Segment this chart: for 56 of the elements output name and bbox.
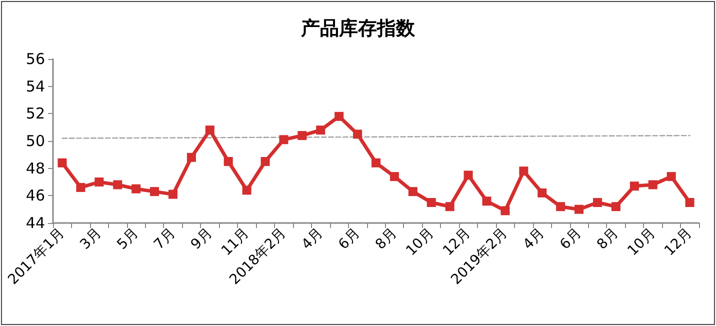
y-tick-label: 54	[26, 77, 45, 96]
point	[316, 126, 326, 135]
point	[426, 198, 436, 207]
point	[353, 130, 362, 139]
point	[224, 157, 233, 166]
y-tick-label: 50	[26, 132, 45, 150]
point	[76, 182, 86, 192]
point	[242, 186, 252, 195]
y-tick-label: 46	[26, 186, 45, 205]
point	[630, 182, 639, 191]
point	[482, 196, 492, 206]
point	[168, 190, 178, 199]
point	[611, 202, 620, 212]
x-tick-label: 3月	[77, 225, 105, 253]
y-tick-label: 48	[26, 159, 45, 178]
point	[279, 135, 288, 144]
point	[205, 126, 214, 135]
y-tick-label: 44	[26, 214, 45, 232]
x-tick-label: 7月	[151, 225, 179, 253]
point	[58, 158, 67, 168]
y-tick-label: 52	[26, 104, 45, 123]
chart-title: 产品库存指数	[300, 18, 416, 40]
x-tick-label: 10月	[624, 225, 659, 260]
x-tick-label: 4月	[520, 225, 548, 253]
point	[519, 166, 528, 176]
x-tick-label: 6月	[336, 225, 364, 253]
point	[666, 172, 676, 182]
point	[648, 180, 658, 190]
point	[538, 188, 547, 198]
point	[500, 206, 510, 216]
point	[464, 170, 473, 180]
point	[556, 202, 566, 212]
x-tick-label: 9月	[188, 225, 216, 253]
point	[334, 112, 344, 121]
point	[298, 131, 307, 140]
point	[445, 202, 454, 212]
point	[150, 187, 160, 196]
x-tick-label: 10月	[403, 225, 438, 260]
point	[260, 157, 270, 166]
point	[132, 184, 141, 194]
point	[186, 152, 196, 162]
point	[592, 198, 602, 207]
point	[685, 198, 694, 207]
x-tick-label: 12月	[662, 225, 696, 260]
point	[113, 180, 122, 190]
x-tick-label: 8月	[372, 225, 400, 253]
x-tick-label: 8月	[594, 225, 622, 253]
point	[94, 178, 104, 186]
x-tick-label: 6月	[557, 225, 585, 253]
point	[574, 204, 584, 214]
x-tick-label: 4月	[298, 225, 326, 253]
point	[372, 158, 380, 168]
y-tick-label: 56	[26, 50, 45, 68]
point	[408, 187, 418, 196]
point	[390, 172, 399, 182]
x-tick-label: 5月	[114, 225, 142, 253]
